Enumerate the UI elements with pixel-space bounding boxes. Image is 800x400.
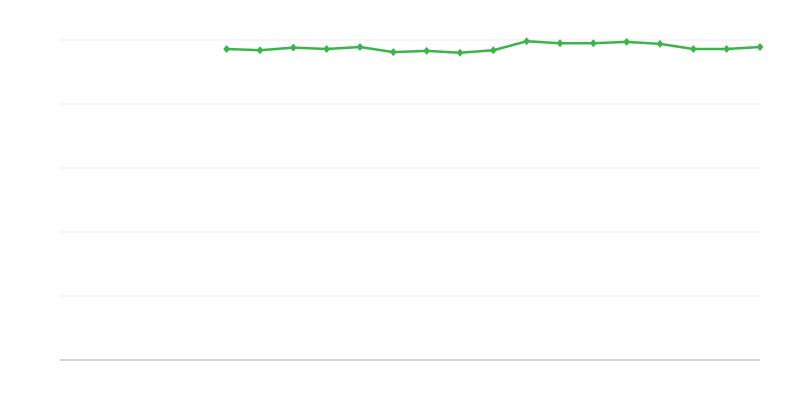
data-point: [423, 46, 431, 55]
data-point: [523, 37, 531, 46]
data-point: [589, 39, 597, 48]
data-point: [656, 39, 664, 48]
data-point: [723, 44, 731, 53]
data-point: [356, 43, 364, 52]
data-point: [556, 39, 564, 48]
data-point: [489, 46, 497, 55]
data-point: [389, 48, 397, 57]
data-point: [323, 44, 331, 53]
data-point: [623, 37, 631, 46]
data-point: [756, 43, 764, 52]
data-point: [689, 44, 697, 53]
data-point: [256, 46, 264, 55]
data-point: [289, 43, 297, 52]
data-point: [223, 44, 231, 53]
data-point: [456, 48, 464, 57]
